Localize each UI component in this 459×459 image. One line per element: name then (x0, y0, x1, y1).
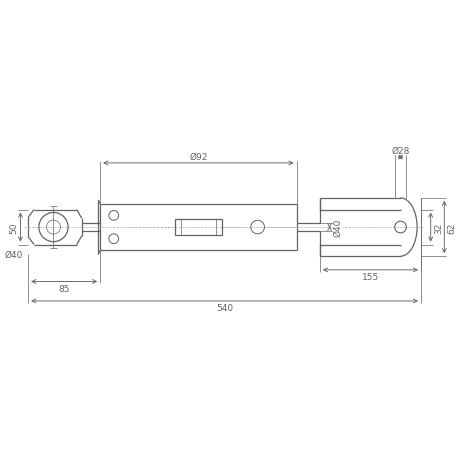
Bar (174, 220, 221, 235)
Text: Ø92: Ø92 (189, 152, 207, 161)
Text: Ø40: Ø40 (333, 218, 342, 237)
Text: 62: 62 (447, 222, 456, 233)
Text: 32: 32 (433, 222, 442, 233)
Text: 50: 50 (9, 222, 18, 233)
Text: 85: 85 (58, 284, 70, 293)
Text: Ø40: Ø40 (5, 250, 23, 259)
Text: Ø28: Ø28 (391, 146, 409, 156)
Text: 155: 155 (361, 273, 378, 281)
Text: 540: 540 (216, 303, 233, 313)
